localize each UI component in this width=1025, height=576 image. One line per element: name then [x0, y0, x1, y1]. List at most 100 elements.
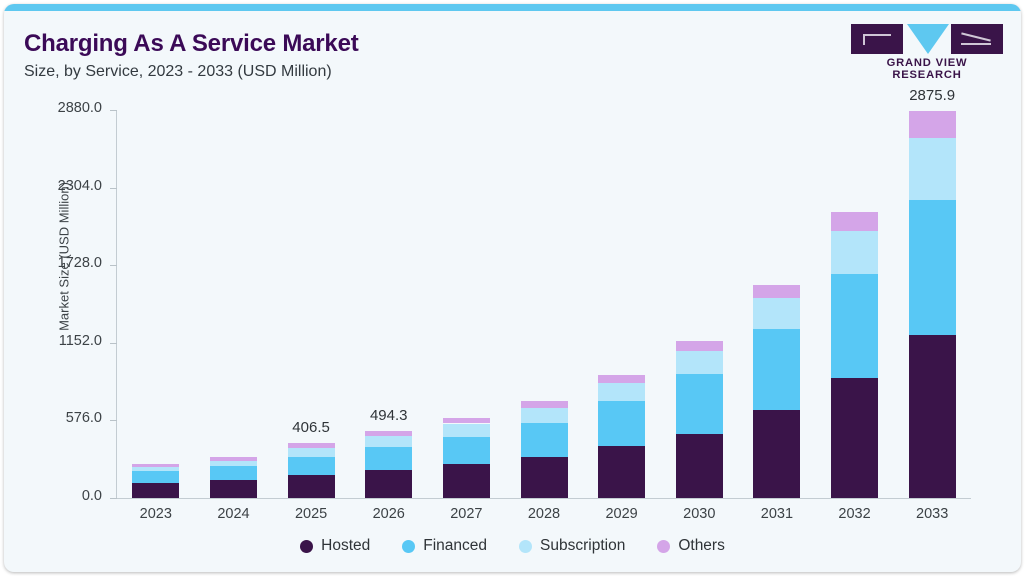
bar-segment-hosted[interactable] — [442, 464, 490, 498]
legend-color-swatch-icon — [519, 539, 533, 553]
bar-segment-hosted[interactable] — [365, 470, 413, 498]
top-accent-bar — [4, 4, 1021, 11]
legend-label: Others — [678, 537, 725, 554]
bar-2024[interactable] — [209, 457, 257, 498]
legend-label: Subscription — [540, 537, 626, 554]
bar-segment-subscription[interactable] — [675, 350, 723, 374]
x-axis-tick-label: 2028 — [527, 506, 561, 522]
chart-card: Charging As A Service Market Size, by Se… — [4, 4, 1021, 572]
bar-segment-hosted[interactable] — [598, 446, 646, 498]
bar-segment-financed[interactable] — [287, 456, 335, 476]
bar-segment-subscription[interactable] — [520, 407, 568, 424]
bar-segment-subscription[interactable] — [365, 436, 413, 448]
y-axis-tick-label: 2304.0 — [57, 177, 102, 194]
x-axis-tick-label: 2026 — [372, 506, 405, 522]
y-axis-tick-label: 0.0 — [81, 488, 102, 504]
legend-color-swatch-icon — [300, 539, 314, 553]
bar-segment-hosted[interactable] — [831, 378, 879, 498]
y-axis-tick-label: 2880.0 — [57, 100, 102, 116]
page-title: Charging As A Service Market — [24, 30, 359, 57]
y-axis-tick-label: 576.0 — [65, 410, 102, 427]
bar-segment-subscription[interactable] — [598, 382, 646, 401]
bar-segment-financed[interactable] — [132, 471, 180, 484]
bar-value-label: 2875.9 — [909, 86, 956, 104]
bar-segment-financed[interactable] — [365, 447, 413, 471]
bar-2026[interactable] — [365, 431, 413, 498]
brand-logo: GRAND VIEW RESEARCH — [851, 24, 1003, 81]
y-axis-tick-mark — [110, 498, 117, 499]
bar-segment-subscription[interactable] — [209, 460, 257, 467]
bar-segment-others[interactable] — [209, 457, 257, 461]
bar-segment-financed[interactable] — [908, 200, 956, 336]
bar-segment-others[interactable] — [132, 464, 180, 467]
bar-segment-financed[interactable] — [598, 401, 646, 447]
bar-segment-others[interactable] — [831, 211, 879, 231]
y-axis-tick-label: 1152.0 — [58, 332, 102, 349]
chart-legend: Hosted Financed Subscription Others — [4, 537, 1021, 555]
legend-item-hosted[interactable]: Hosted — [300, 537, 370, 555]
bar-segment-subscription[interactable] — [442, 423, 490, 437]
bar-segment-others[interactable] — [365, 431, 413, 437]
bar-segment-hosted[interactable] — [287, 475, 335, 498]
bar-2023[interactable] — [132, 464, 180, 498]
bar-segment-financed[interactable] — [520, 423, 568, 457]
logo-box-left-icon — [851, 24, 903, 54]
bar-2032[interactable] — [831, 211, 879, 498]
bar-segment-hosted[interactable] — [209, 480, 257, 498]
logo-triangle-icon — [907, 24, 949, 54]
legend-label: Hosted — [321, 537, 371, 554]
bar-segment-hosted[interactable] — [675, 434, 723, 498]
legend-color-swatch-icon — [402, 539, 416, 553]
bar-segment-others[interactable] — [520, 400, 568, 408]
legend-item-financed[interactable]: Financed — [402, 537, 487, 555]
bar-value-label: 406.5 — [292, 419, 330, 437]
bar-2033[interactable] — [908, 110, 956, 498]
legend-item-others[interactable]: Others — [657, 537, 725, 555]
bar-segment-subscription[interactable] — [287, 448, 335, 457]
y-axis-tick-mark — [110, 342, 117, 344]
bar-2027[interactable] — [442, 417, 490, 498]
x-axis-tick-label: 2023 — [139, 506, 172, 522]
bar-segment-financed[interactable] — [831, 273, 879, 379]
bar-segment-others[interactable] — [442, 417, 490, 424]
bar-segment-others[interactable] — [908, 110, 956, 139]
legend-item-subscription[interactable]: Subscription — [519, 537, 625, 555]
bar-2025[interactable] — [287, 443, 335, 498]
bar-segment-hosted[interactable] — [520, 456, 568, 498]
y-axis-line — [116, 110, 117, 498]
x-axis-tick-label: 2030 — [683, 506, 716, 522]
bar-2031[interactable] — [753, 285, 801, 498]
bar-segment-others[interactable] — [287, 443, 335, 449]
bar-segment-others[interactable] — [598, 374, 646, 383]
y-axis-tick-mark — [110, 420, 117, 422]
bar-segment-hosted[interactable] — [908, 335, 956, 498]
bar-segment-subscription[interactable] — [908, 138, 956, 201]
x-axis-tick-label: 2033 — [916, 506, 949, 522]
page-subtitle: Size, by Service, 2023 - 2033 (USD Milli… — [24, 63, 332, 80]
x-axis-tick-label: 2029 — [605, 506, 638, 522]
bar-segment-financed[interactable] — [675, 373, 723, 435]
bar-2030[interactable] — [675, 340, 723, 498]
bar-segment-hosted[interactable] — [132, 483, 180, 498]
bar-value-label: 494.3 — [369, 407, 408, 425]
bar-segment-financed[interactable] — [753, 329, 801, 411]
logo-wordmark: GRAND VIEW RESEARCH — [886, 57, 968, 81]
x-axis-tick-label: 2024 — [217, 506, 250, 522]
legend-label: Financed — [423, 537, 488, 554]
stacked-bar-chart: Market Size (USD Million) 0.0 576.0 1152.0… — [4, 4, 1021, 572]
bar-segment-others[interactable] — [753, 285, 801, 299]
x-axis-tick-label: 2025 — [294, 506, 328, 522]
bar-segment-others[interactable] — [675, 340, 723, 351]
bar-segment-financed[interactable] — [442, 436, 490, 465]
bar-2028[interactable] — [520, 400, 568, 498]
chart-header: Charging As A Service Market Size, by Se… — [4, 11, 1021, 89]
y-axis-tick-mark — [110, 110, 117, 111]
bar-segment-subscription[interactable] — [753, 298, 801, 330]
bar-segment-subscription[interactable] — [831, 230, 879, 274]
bar-segment-subscription[interactable] — [132, 467, 180, 472]
bar-segment-hosted[interactable] — [753, 410, 801, 498]
bar-segment-financed[interactable] — [209, 466, 257, 481]
logo-marks — [851, 24, 1003, 54]
logo-box-right-icon — [951, 24, 1003, 54]
bar-2029[interactable] — [598, 374, 646, 498]
